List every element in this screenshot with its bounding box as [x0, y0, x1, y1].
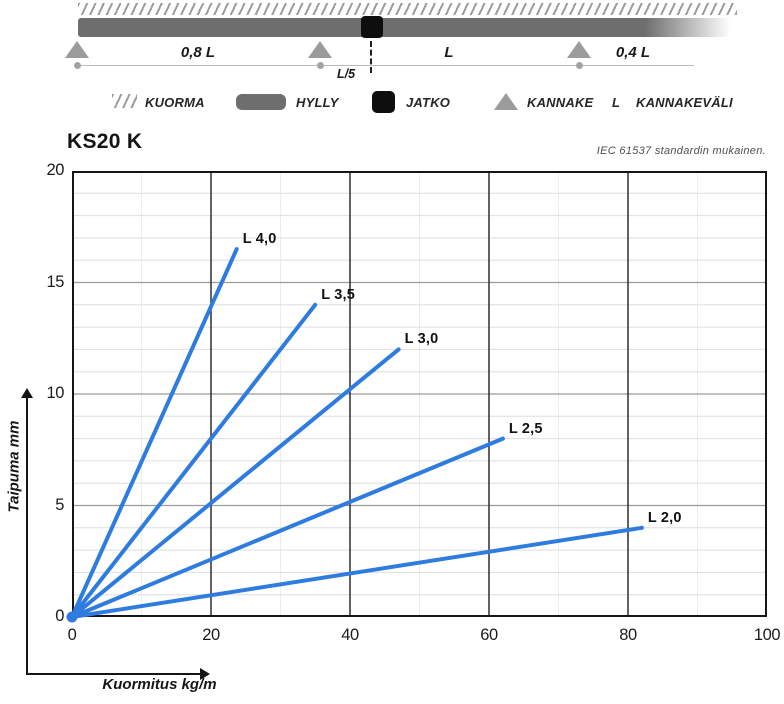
load-hatch-icon: [78, 3, 737, 15]
joint-dashed-line: [370, 41, 372, 73]
series-label: L 2,0: [647, 509, 682, 526]
x-tick-label: 100: [753, 626, 781, 644]
x-tick-label: 80: [619, 626, 637, 644]
series-line-3: [70, 436, 505, 619]
legend-load-hatch-icon: [112, 94, 137, 108]
legend-shelf-icon: [236, 94, 286, 110]
series-line-0: [70, 247, 239, 619]
standard-note: IEC 61537 standardin mukainen.: [596, 145, 766, 157]
y-tick-label: 15: [46, 272, 64, 291]
legend-label-kannake: KANNAKE: [527, 95, 594, 110]
x-tick-label: 20: [202, 626, 220, 644]
support-triangle-icon: [308, 41, 332, 58]
y-axis-arrowhead-icon: [21, 388, 33, 398]
y-tick-label: 10: [46, 384, 64, 402]
joint-marker: [361, 16, 383, 38]
dim-label-span2: L: [444, 44, 454, 61]
legend-label-jatko: JATKO: [406, 95, 451, 110]
y-tick-label: 5: [55, 495, 64, 514]
series-label: L 2,5: [508, 420, 543, 437]
x-axis-arrow-line: [26, 673, 202, 675]
y-axis-label: Taipuma mm: [5, 420, 23, 513]
series-line-2: [70, 347, 401, 619]
dim-label-joint: L/5: [336, 67, 356, 81]
support-point-icon: [317, 62, 324, 69]
dim-label-span3: 0,4 L: [615, 44, 651, 61]
y-tick-label: 0: [55, 607, 64, 625]
origin-dot: [66, 611, 78, 623]
series-line-1: [70, 302, 318, 619]
deflection-chart-svg: [66, 171, 767, 623]
x-axis-arrowhead-icon: [200, 668, 210, 680]
series-label: L 3,0: [404, 331, 439, 348]
support-point-icon: [576, 62, 583, 69]
series-label: L 4,0: [242, 231, 277, 248]
x-tick-label: 40: [341, 626, 359, 644]
page-title: KS20 K: [67, 130, 143, 153]
support-triangle-icon: [65, 41, 89, 58]
y-tick-label: 20: [46, 161, 64, 179]
dim-label-span1: 0,8 L: [180, 44, 216, 61]
x-tick-label: 60: [480, 626, 498, 644]
legend-label-kannakevali: KANNAKEVÄLI: [636, 95, 733, 110]
x-tick-label: 0: [67, 626, 77, 644]
shelf-bar: [78, 18, 737, 37]
series-label: L 3,5: [321, 286, 356, 303]
y-axis-arrow-line: [26, 397, 28, 675]
span-baseline: [76, 65, 694, 66]
legend-label-kuorma: KUORMA: [145, 95, 205, 110]
legend-joint-icon: [372, 91, 395, 113]
legend-label-hylly: HYLLY: [296, 95, 339, 110]
series-line-4: [70, 525, 644, 619]
x-axis-label: Kuormitus kg/m: [102, 676, 217, 693]
support-point-icon: [74, 62, 81, 69]
support-triangle-icon: [567, 41, 591, 58]
legend-symbol-l: L: [612, 95, 621, 110]
legend-support-icon: [494, 93, 518, 110]
